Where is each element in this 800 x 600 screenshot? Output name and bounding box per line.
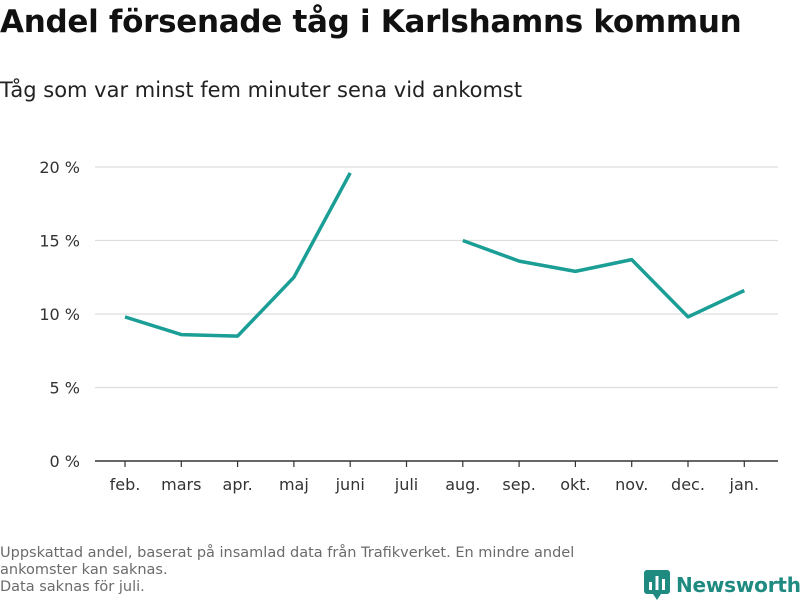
x-tick-label: maj — [279, 475, 309, 494]
x-tick-label: nov. — [615, 475, 648, 494]
x-tick-label: sep. — [502, 475, 535, 494]
footnote: Uppskattad andel, baserat på insamlad da… — [0, 545, 640, 596]
y-tick-labels: 0 % 5 % 10 % 15 % 20 % — [39, 158, 80, 471]
x-tick-label: okt. — [560, 475, 590, 494]
chart-title: Andel försenade tåg i Karlshamns kommun — [0, 4, 742, 40]
x-tick-label: apr. — [223, 475, 253, 494]
y-tick-label: 20 % — [39, 158, 80, 177]
x-tick-label: mars — [161, 475, 201, 494]
x-tick-label: juli — [394, 475, 418, 494]
brand-logo: Newsworthy — [644, 570, 800, 600]
line-chart: 0 % 5 % 10 % 15 % 20 % feb. mars apr. maj juni ju… — [39, 158, 778, 494]
gridlines — [95, 166, 778, 389]
brand-name: Newsworthy — [676, 573, 800, 597]
x-tick-label: dec. — [671, 475, 705, 494]
chart-subtitle: Tåg som var minst fem minuter sena vid a… — [0, 78, 523, 102]
series-line-segment — [124, 172, 352, 338]
footnote-line-1: Uppskattad andel, baserat på insamlad da… — [0, 545, 575, 578]
x-tick-label: jan. — [729, 475, 759, 494]
x-axis: feb. mars apr. maj juni juli aug. sep. okt. nov. d… — [95, 460, 778, 494]
footnote-line-2: Data saknas för juli. — [0, 579, 145, 595]
y-tick-label: 5 % — [50, 379, 80, 398]
series-lines — [124, 172, 746, 338]
y-tick-label: 0 % — [50, 452, 80, 471]
y-tick-label: 10 % — [39, 305, 80, 324]
x-tick-label: aug. — [445, 475, 480, 494]
x-tick-label: feb. — [110, 475, 141, 494]
x-tick-label: juni — [335, 475, 365, 494]
newsworthy-logo-icon — [644, 570, 670, 600]
y-tick-label: 15 % — [39, 232, 80, 251]
series-line-segment — [462, 238, 746, 319]
